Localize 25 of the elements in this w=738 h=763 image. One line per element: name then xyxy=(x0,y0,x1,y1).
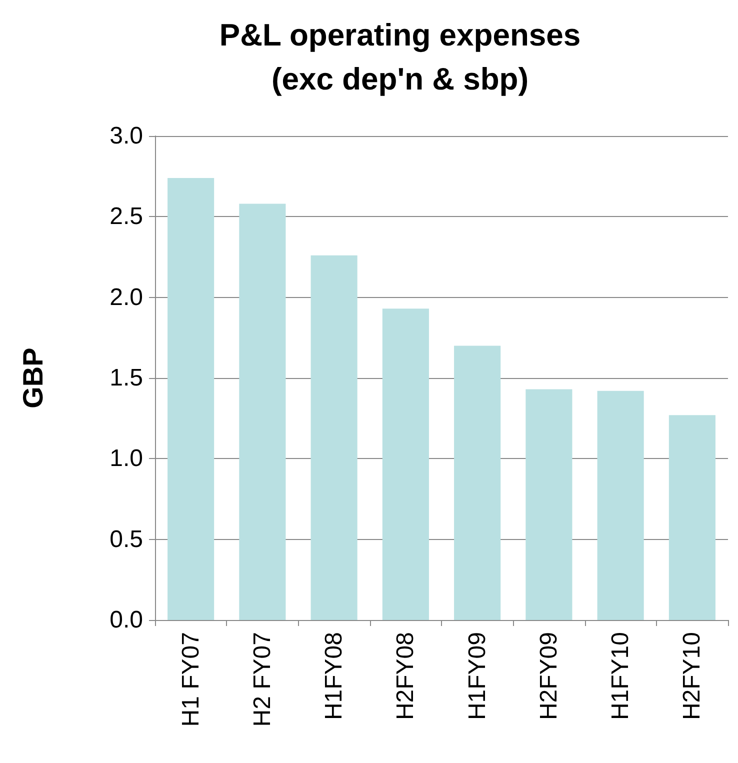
bar xyxy=(239,204,286,620)
x-tick-label: H1FY08 xyxy=(320,632,348,720)
chart-title: P&L operating expenses (exc dep'n & sbp) xyxy=(219,18,581,96)
bar xyxy=(668,415,716,620)
y-tick-label: 2.5 xyxy=(110,203,143,230)
y-axis-title: GBP xyxy=(18,348,48,408)
bar xyxy=(310,255,358,620)
x-tick-label: H2 FY07 xyxy=(248,632,276,727)
x-tick-label: H2FY08 xyxy=(392,632,420,720)
bar xyxy=(382,308,429,620)
bar xyxy=(526,389,572,620)
x-tick-label: H2FY09 xyxy=(535,632,562,720)
bar xyxy=(454,346,501,620)
x-tick-label: H1FY09 xyxy=(464,632,491,720)
x-tick-label: H1FY10 xyxy=(607,632,634,720)
y-tick-label: 0.5 xyxy=(110,526,143,553)
x-tick-label: H1 FY07 xyxy=(177,632,204,727)
bar xyxy=(597,390,644,620)
y-tick-label: 3.0 xyxy=(110,122,143,150)
y-tick-label: 0.0 xyxy=(110,606,143,634)
y-tick-label: 1.0 xyxy=(110,445,143,472)
y-tick-label: 1.5 xyxy=(110,364,143,392)
bar xyxy=(168,178,214,620)
y-tick-label: 2.0 xyxy=(110,284,143,311)
x-tick-label: H2FY10 xyxy=(678,632,706,720)
